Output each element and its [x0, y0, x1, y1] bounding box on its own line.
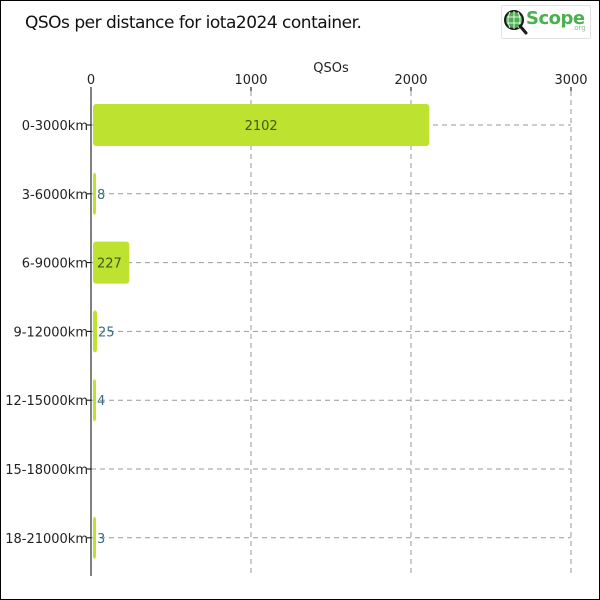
y-tick-label: 15-18000km [5, 463, 88, 478]
x-tick-label: 1000 [234, 73, 267, 88]
bars: 2102 8 227 25 4 3 [93, 104, 430, 559]
data-label: 3 [97, 532, 105, 547]
x-axis-ticks: 0 1000 2000 3000 [87, 73, 588, 91]
y-tick-label: 6-9000km [22, 257, 88, 272]
x-tick-label: 3000 [554, 73, 587, 88]
y-tick-label: 18-21000km [5, 532, 88, 547]
gridlines [91, 91, 572, 576]
y-axis-ticks: 0-3000km 3-6000km 6-9000km 9-12000km 12-1500… [5, 119, 91, 547]
q-globe-icon [504, 10, 528, 35]
x-tick-label: 0 [87, 73, 95, 88]
data-label: 227 [97, 257, 122, 272]
y-tick-label: 9-12000km [13, 325, 88, 340]
bar [93, 241, 130, 284]
qscope-logo[interactable]: Scope .org [501, 5, 591, 39]
y-tick-label: 0-3000km [22, 119, 88, 134]
data-label: 2102 [245, 119, 278, 134]
data-label: 25 [98, 325, 115, 340]
bar [93, 104, 430, 146]
logo-text: Scope [526, 8, 585, 29]
logo-subtext: .org [572, 24, 586, 32]
bar [93, 516, 96, 559]
bar [93, 310, 97, 353]
x-tick-label: 2000 [394, 73, 427, 88]
chart-title: QSOs per distance for iota2024 container… [25, 13, 362, 33]
x-axis-title: QSOs [313, 61, 349, 76]
y-tick-label: 3-6000km [22, 188, 88, 203]
data-label: 4 [97, 394, 105, 409]
y-tick-label: 12-15000km [5, 394, 88, 409]
data-label: 8 [97, 188, 105, 203]
bar [93, 379, 96, 422]
bar [93, 172, 96, 215]
